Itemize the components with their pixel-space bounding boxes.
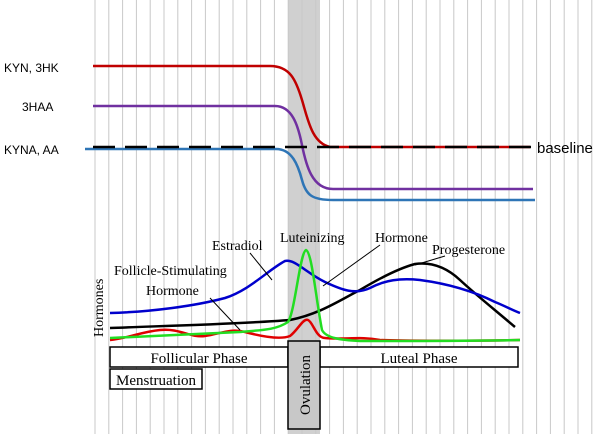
menstruation-box <box>109 368 203 390</box>
label-kyn-3hk: KYN, 3HK <box>4 61 59 75</box>
label-3haa: 3HAA <box>22 100 53 114</box>
label-menstruation: Menstruation <box>116 373 196 389</box>
fsh-leader <box>209 297 241 331</box>
label-follicular-phase: Follicular Phase <box>150 351 247 367</box>
progesterone-leader <box>414 255 446 266</box>
label-fsh-line1: Follicle-Stimulating <box>114 264 227 279</box>
lh-curve <box>109 248 521 343</box>
label-ovulation: Ovulation <box>298 355 314 415</box>
label-luteal-phase: Luteal Phase <box>380 351 457 367</box>
label-fsh-line2: Hormone <box>146 284 199 299</box>
label-kyna-aa: KYNA, AA <box>4 143 59 157</box>
label-luteinizing: Luteinizing <box>280 231 345 246</box>
label-hormones-axis: Hormones <box>92 279 107 337</box>
ovulation-box <box>287 340 321 430</box>
label-baseline: baseline <box>537 140 593 157</box>
label-progesterone: Progesterone <box>432 243 505 258</box>
label-estradiol: Estradiol <box>212 239 263 254</box>
kyna-aa-curve <box>85 147 535 202</box>
kyn-3hk-curve <box>93 64 530 149</box>
label-lh-hormone: Hormone <box>375 231 428 246</box>
lh-leader <box>322 244 381 287</box>
progesterone-curve <box>109 262 516 330</box>
3haa-curve <box>93 104 533 191</box>
estradiol-leader <box>249 252 273 281</box>
estradiol-curve <box>109 259 521 315</box>
